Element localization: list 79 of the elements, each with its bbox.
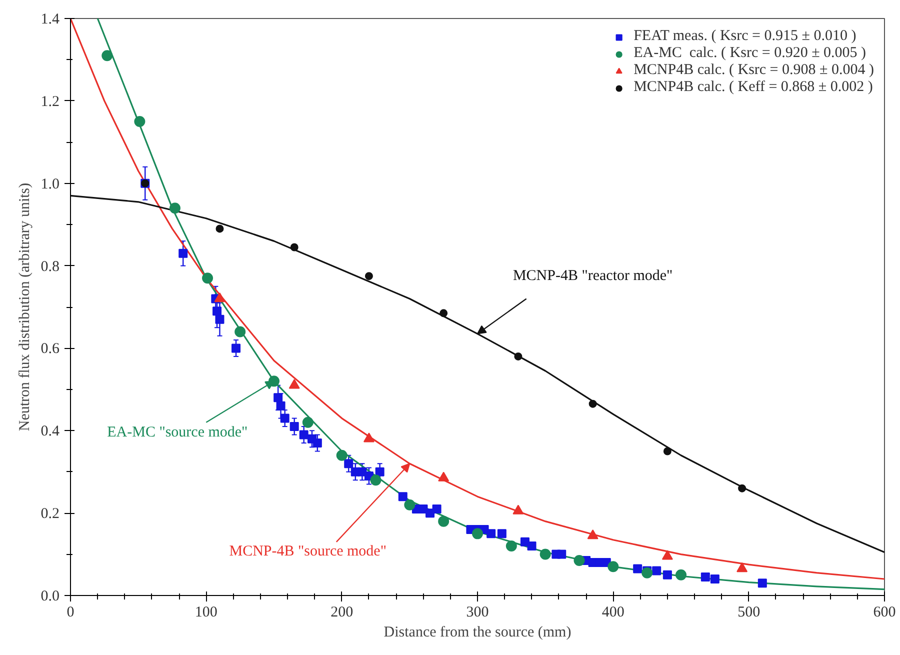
point — [370, 474, 382, 486]
y-tick-label: 0.8 — [40, 258, 60, 275]
y-tick-label: 0.2 — [40, 506, 60, 522]
point — [557, 550, 566, 559]
point — [202, 272, 214, 284]
point — [134, 116, 146, 128]
point — [676, 569, 686, 580]
point — [633, 564, 642, 574]
point — [527, 542, 536, 551]
point — [608, 561, 619, 572]
point — [216, 224, 224, 233]
point — [736, 562, 748, 572]
x-tick-label: 400 — [602, 604, 624, 620]
x-axis-title: Distance from the source (mm) — [384, 624, 572, 640]
point — [540, 548, 551, 560]
point — [652, 566, 662, 576]
point — [336, 450, 348, 461]
y-tick-label: 1.2 — [40, 94, 60, 110]
point — [404, 499, 416, 510]
x-tick-label: 300 — [466, 604, 489, 620]
point — [232, 344, 241, 353]
point — [102, 50, 113, 62]
legend-label: EA-MC calc. ( Ksrc = 0.920 ± 0.005 ) — [634, 45, 866, 62]
point — [302, 416, 314, 428]
x-tick-label: 200 — [330, 604, 354, 620]
point — [486, 529, 496, 538]
legend-label: FEAT meas. ( Ksrc = 0.915 ± 0.010 ) — [634, 28, 856, 45]
point — [440, 309, 448, 318]
point — [662, 570, 672, 580]
point — [215, 314, 224, 324]
point — [312, 438, 322, 448]
x-tick-label: 100 — [194, 604, 218, 620]
y-tick-label: 1.4 — [40, 12, 60, 28]
point — [662, 550, 673, 560]
point — [432, 504, 442, 514]
y-tick-label: 1.0 — [40, 176, 60, 192]
point — [738, 484, 746, 492]
annotation: MCNP-4B "reactor mode" — [512, 268, 673, 284]
point — [344, 459, 354, 468]
y-tick-label: 0.0 — [40, 588, 60, 604]
y-tick-label: 0.6 — [40, 341, 60, 358]
point — [290, 243, 298, 252]
point — [438, 472, 450, 482]
point — [363, 432, 374, 442]
point — [710, 574, 720, 584]
point — [290, 422, 299, 432]
point — [574, 554, 585, 566]
point — [588, 400, 597, 408]
point — [506, 540, 517, 552]
point — [364, 272, 373, 280]
point — [169, 202, 180, 214]
y-axis-title: Neutron flux distribution (arbitrary units) — [16, 182, 33, 432]
x-tick-label: 600 — [873, 604, 896, 620]
point — [280, 414, 290, 423]
point — [642, 567, 653, 578]
point — [234, 326, 246, 338]
point — [512, 504, 524, 514]
point — [497, 529, 506, 538]
point — [663, 447, 672, 456]
point — [700, 572, 710, 582]
point — [214, 292, 226, 302]
point — [375, 467, 384, 476]
point — [758, 578, 767, 588]
x-tick-label: 500 — [738, 604, 760, 620]
legend-label: MCNP4B calc. ( Ksrc = 0.908 ± 0.004 ) — [634, 62, 874, 79]
point — [514, 352, 522, 360]
x-tick-label: 0 — [66, 604, 74, 620]
annotation: MCNP-4B "source mode" — [229, 543, 386, 560]
point — [212, 306, 222, 316]
point — [472, 528, 483, 540]
point — [587, 529, 598, 540]
annotation: EA-MC "source mode" — [107, 424, 248, 441]
point — [299, 430, 308, 440]
legend-label: MCNP4B calc. ( Keff = 0.868 ± 0.002 ) — [634, 79, 873, 96]
point — [288, 379, 300, 389]
point — [178, 248, 188, 258]
point — [438, 516, 450, 527]
point — [398, 492, 408, 502]
y-tick-label: 0.4 — [40, 424, 60, 440]
